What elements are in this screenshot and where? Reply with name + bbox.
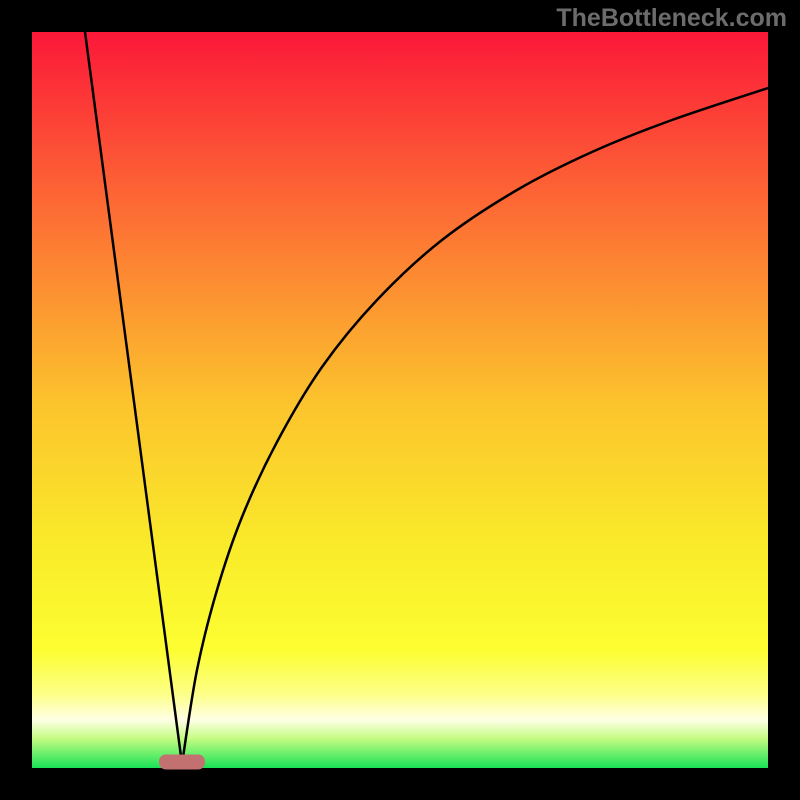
bottleneck-marker xyxy=(159,755,205,770)
chart-container: TheBottleneck.com xyxy=(0,0,800,800)
bottleneck-chart xyxy=(0,0,800,800)
watermark-text: TheBottleneck.com xyxy=(556,4,787,33)
chart-background-gradient xyxy=(32,32,768,768)
